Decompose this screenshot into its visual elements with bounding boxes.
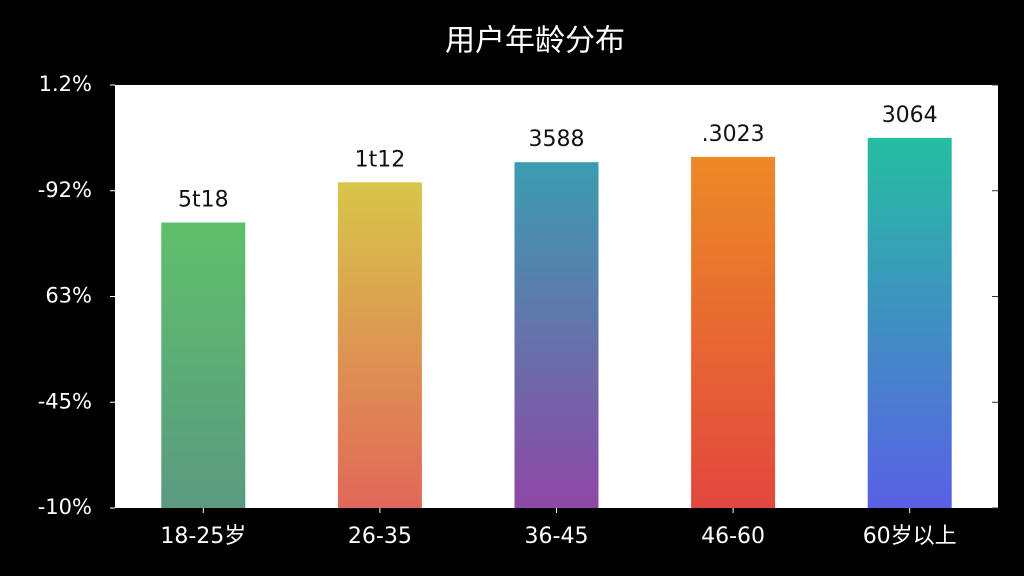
- bar: [161, 222, 246, 508]
- x-tick-label: 36-45: [525, 524, 589, 549]
- x-tick-label: 18-25岁: [160, 524, 246, 549]
- value-label: .3023: [702, 122, 765, 147]
- value-label: 3588: [529, 127, 585, 152]
- x-tick-label: 46-60: [701, 524, 765, 549]
- y-tick-label: -45%: [38, 389, 92, 413]
- value-label: 3064: [882, 103, 938, 128]
- x-tick-label: 60岁以上: [863, 524, 957, 549]
- bar: [867, 137, 952, 508]
- bar: [514, 162, 599, 508]
- y-tick-label: -92%: [38, 178, 92, 202]
- x-tick-label: 26-35: [348, 524, 412, 549]
- bar: [337, 182, 422, 509]
- y-tick-label: 63%: [45, 284, 92, 308]
- y-tick-label: -10%: [38, 495, 92, 519]
- value-label: 1t12: [355, 147, 406, 172]
- y-tick-label: 1.2%: [39, 72, 92, 96]
- value-label: 5t18: [178, 187, 229, 212]
- chart-title: 用户年龄分布: [445, 24, 625, 59]
- bar: [691, 156, 776, 508]
